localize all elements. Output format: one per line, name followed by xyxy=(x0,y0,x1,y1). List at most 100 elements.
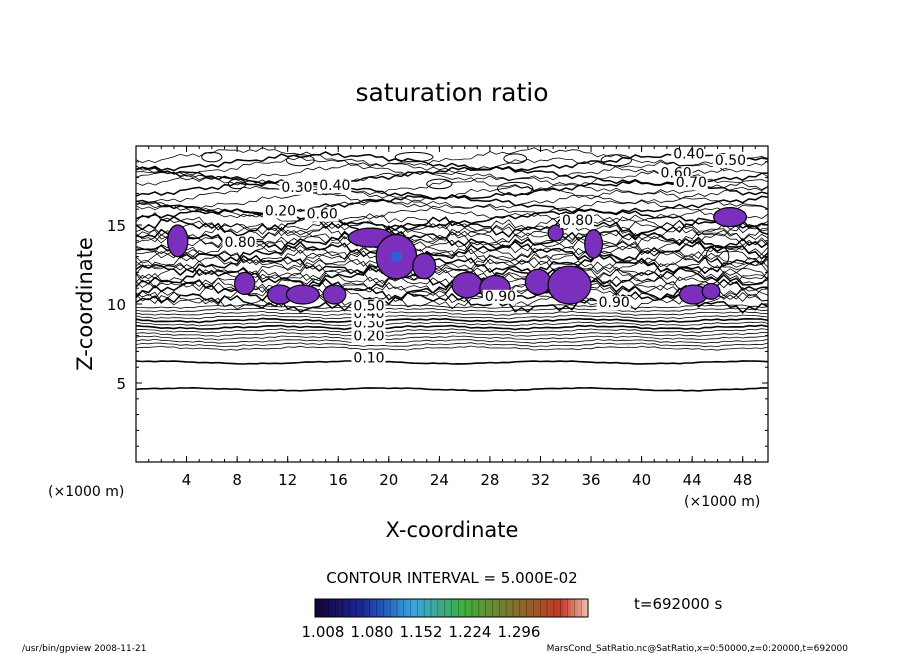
supersaturated-patch xyxy=(412,252,437,280)
contour-label: 0.50 xyxy=(715,153,746,169)
y-ticks: 5 10 15 xyxy=(107,161,768,447)
contour-cell xyxy=(285,154,315,167)
contour-label-bg xyxy=(351,351,386,366)
contour-line xyxy=(136,324,768,331)
y-unit-label: (×1000 m) xyxy=(48,484,124,500)
colorbar-tick-label: 1.296 xyxy=(498,623,541,641)
contour-label-bg xyxy=(482,289,517,304)
supersaturated-patch xyxy=(547,224,564,242)
contour-labels: 0.100.200.300.400.500.40 0.500.600.700.30… xyxy=(222,147,747,366)
contour-label: 0.20 xyxy=(353,328,384,344)
colorbar-ticks: 1.008 1.080 1.152 1.224 1.296 xyxy=(302,623,541,641)
x-tick-label: 16 xyxy=(329,471,348,489)
contour-line xyxy=(136,166,768,186)
footer-left: /usr/bin/gpview 2008-11-21 xyxy=(22,644,146,654)
contour-line xyxy=(136,321,768,327)
contour-label-bg xyxy=(222,236,257,251)
supersaturated-patch xyxy=(322,284,347,305)
contour-cell xyxy=(426,178,453,190)
colorbar-tick-label: 1.008 xyxy=(302,623,345,641)
contour-line xyxy=(136,307,768,313)
contour-label: 0.40 xyxy=(673,147,704,163)
contour-label: 0.80 xyxy=(224,235,255,251)
contour-lines xyxy=(136,147,768,392)
supersaturated-patch xyxy=(701,282,721,300)
contour-line xyxy=(136,185,768,205)
x-tick-label: 12 xyxy=(278,471,297,489)
contour-line xyxy=(136,147,768,167)
supersaturated-patch xyxy=(233,271,256,296)
x-tick-label: 40 xyxy=(632,471,651,489)
x-axis-label: X-coordinate xyxy=(386,518,519,542)
contour-label: 0.70 xyxy=(676,175,707,191)
x-tick-label: 24 xyxy=(430,471,449,489)
contour-line xyxy=(136,345,768,351)
footer-right: MarsCond_SatRatio.nc@SatRatio,x=0:50000,… xyxy=(547,644,849,654)
x-tick-label: 8 xyxy=(232,471,242,489)
contour-label: 0.20 xyxy=(265,204,296,220)
contour-line xyxy=(136,212,768,235)
time-label: t=692000 s xyxy=(634,595,722,613)
contour-line xyxy=(136,338,768,344)
contour-line xyxy=(136,335,768,341)
contour-line xyxy=(136,215,768,238)
contour-label: 0.10 xyxy=(353,350,384,366)
y-tick-label: 15 xyxy=(107,217,126,235)
contour-label: 0.90 xyxy=(599,295,630,311)
contour-line xyxy=(136,250,768,273)
contour-line xyxy=(136,243,768,266)
supersaturated-regions xyxy=(167,207,748,305)
supersaturated-patch xyxy=(285,284,320,305)
contour-line xyxy=(136,360,768,365)
x-unit-label: (×1000 m) xyxy=(684,494,760,510)
contour-label: 0.50 xyxy=(353,298,384,314)
x-tick-label: 36 xyxy=(581,471,600,489)
x-tick-label: 32 xyxy=(531,471,550,489)
supersaturated-patch xyxy=(451,271,483,299)
contour-label-bg xyxy=(351,299,386,314)
contour-label: 0.40 xyxy=(319,178,350,194)
contour-cell xyxy=(394,151,434,163)
contour-line xyxy=(136,328,768,334)
colorbar xyxy=(314,598,589,618)
contour-label-bg xyxy=(317,179,352,194)
contour-line xyxy=(136,386,768,392)
x-tick-label: 20 xyxy=(379,471,398,489)
contour-cell xyxy=(705,245,730,269)
contour-cell xyxy=(497,181,534,196)
colorbar-tick-label: 1.152 xyxy=(400,623,443,641)
y-tick-label: 5 xyxy=(116,375,126,393)
contour-line xyxy=(136,288,768,311)
contour-cell xyxy=(201,151,223,163)
supersaturated-patch xyxy=(584,229,604,259)
contour-label: 0.60 xyxy=(307,207,338,223)
contour-label-bg xyxy=(559,214,594,228)
contour-line xyxy=(136,189,768,210)
supersaturated-patch xyxy=(167,224,189,258)
x-tick-label: 4 xyxy=(182,471,192,489)
contour-label-bg xyxy=(671,147,706,162)
contour-cell xyxy=(227,178,247,190)
contour-line xyxy=(136,310,768,317)
contour-label-bg xyxy=(712,153,747,168)
contour-line xyxy=(136,151,768,172)
contour-label-bg xyxy=(304,207,339,222)
contour-label: 0.30 xyxy=(281,180,312,196)
y-axis-label: Z-coordinate xyxy=(73,237,97,371)
x-tick-label: 28 xyxy=(480,471,499,489)
contour-line xyxy=(136,240,768,264)
contour-line xyxy=(136,331,768,337)
contour-label-bg xyxy=(351,329,386,344)
contour-cell xyxy=(600,154,632,167)
contour-line xyxy=(136,222,768,245)
supersaturated-patch xyxy=(524,268,552,296)
contour-cell xyxy=(503,153,528,164)
x-tick-label: 48 xyxy=(733,471,752,489)
colorbar-stripes xyxy=(321,599,582,617)
x-tick-label: 44 xyxy=(683,471,702,489)
chart-title: saturation ratio xyxy=(355,78,548,107)
colorbar-tick-label: 1.224 xyxy=(449,623,492,641)
contour-label: 0.80 xyxy=(562,213,593,229)
supersaturated-patch xyxy=(713,207,748,228)
